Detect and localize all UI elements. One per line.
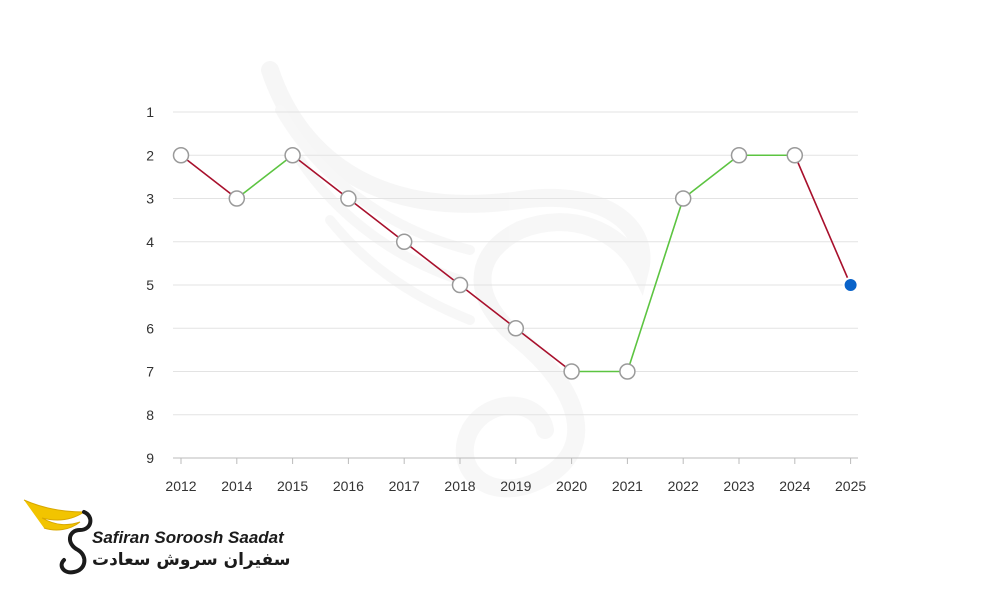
line-segment-2018-2019 bbox=[459, 284, 517, 329]
data-point-2018 bbox=[451, 276, 469, 294]
x-tick-label-2025: 2025 bbox=[835, 478, 866, 494]
x-tick-label-2015: 2015 bbox=[277, 478, 308, 494]
y-tick-label-4: 4 bbox=[146, 234, 154, 250]
data-point-2025 bbox=[842, 277, 859, 293]
data-point-2019 bbox=[507, 320, 525, 337]
data-point-2023 bbox=[730, 147, 748, 164]
line-segment-2012-2014 bbox=[180, 154, 238, 200]
line-segment-2024-2025 bbox=[794, 154, 852, 286]
swan-logo-icon bbox=[23, 499, 93, 575]
y-tick-labels: 1 2 3 4 5 6 7 8 9 bbox=[146, 104, 154, 466]
y-tick-label-1: 1 bbox=[146, 104, 154, 120]
line-segment-2019-2020 bbox=[515, 327, 573, 373]
x-tick-label-2024: 2024 bbox=[779, 478, 810, 494]
x-tick-label-2014: 2014 bbox=[221, 478, 252, 494]
y-tick-label-9: 9 bbox=[146, 450, 154, 466]
y-tick-label-2: 2 bbox=[146, 147, 154, 163]
x-tick-label-2018: 2018 bbox=[444, 478, 475, 494]
data-point-2015 bbox=[284, 147, 301, 164]
data-point-2024 bbox=[786, 147, 804, 164]
company-logo: Safiran Soroosh Saadat سفیران سروش سعادت bbox=[22, 494, 292, 578]
x-tick-label-2019: 2019 bbox=[500, 478, 531, 494]
data-point-2017 bbox=[395, 233, 413, 250]
y-tick-label-6: 6 bbox=[146, 320, 154, 336]
series-line bbox=[180, 154, 852, 373]
data-point-2016 bbox=[340, 190, 357, 207]
axes bbox=[173, 457, 858, 464]
data-point-2020 bbox=[563, 363, 580, 380]
y-tick-label-3: 3 bbox=[146, 191, 154, 207]
data-point-2014 bbox=[228, 190, 246, 207]
x-tick-label-2020: 2020 bbox=[556, 478, 587, 494]
x-tick-labels: 2012 2014 2015 2016 2017 2018 2019 2020 2021 2022… bbox=[165, 478, 866, 494]
line-segment-2017-2018 bbox=[403, 241, 461, 286]
x-tick-label-2023: 2023 bbox=[723, 478, 754, 494]
x-tick-label-2017: 2017 bbox=[389, 478, 420, 494]
series-markers bbox=[172, 147, 859, 380]
line-segment-2022-2023 bbox=[682, 154, 740, 200]
x-tick-label-2016: 2016 bbox=[333, 478, 364, 494]
x-tick-label-2022: 2022 bbox=[668, 478, 699, 494]
data-point-2021 bbox=[619, 363, 636, 380]
y-tick-label-8: 8 bbox=[146, 407, 154, 423]
line-segment-2014-2015 bbox=[236, 154, 294, 200]
line-segment-2021-2022 bbox=[626, 198, 684, 372]
logo-name-fa: سفیران سروش سعادت bbox=[92, 550, 291, 570]
line-segment-2015-2016 bbox=[292, 154, 349, 200]
line-segment-2016-2017 bbox=[347, 197, 405, 243]
x-tick-label-2021: 2021 bbox=[612, 478, 643, 494]
y-tick-label-5: 5 bbox=[146, 277, 154, 293]
swan-watermark bbox=[261, 61, 651, 498]
grid-lines bbox=[173, 111, 858, 416]
x-tick-label-2012: 2012 bbox=[165, 478, 196, 494]
y-tick-label-7: 7 bbox=[146, 364, 154, 380]
logo-name-en: Safiran Soroosh Saadat bbox=[92, 528, 284, 547]
data-point-2022 bbox=[674, 190, 692, 207]
data-point-2012 bbox=[172, 147, 190, 164]
